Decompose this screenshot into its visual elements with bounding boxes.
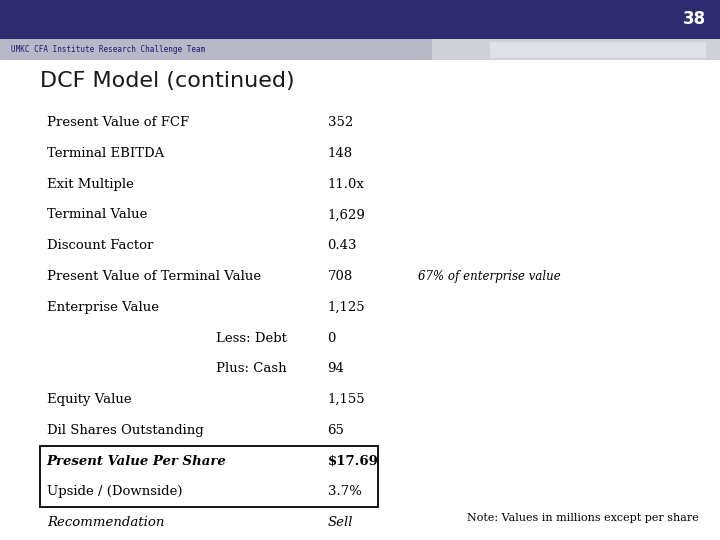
- Text: 65: 65: [328, 424, 344, 437]
- Bar: [432, 39, 720, 60]
- Text: 1,155: 1,155: [328, 393, 365, 406]
- Text: Plus: Cash: Plus: Cash: [216, 362, 287, 375]
- Text: Dil Shares Outstanding: Dil Shares Outstanding: [47, 424, 204, 437]
- Text: Sell: Sell: [328, 516, 353, 529]
- Text: Exit Multiple: Exit Multiple: [47, 178, 134, 191]
- Text: Upside / (Downside): Upside / (Downside): [47, 485, 182, 498]
- Text: $17.69: $17.69: [328, 455, 379, 468]
- Text: 1,125: 1,125: [328, 301, 365, 314]
- Text: 0: 0: [328, 332, 336, 345]
- Text: Enterprise Value: Enterprise Value: [47, 301, 159, 314]
- Text: Terminal EBITDA: Terminal EBITDA: [47, 147, 164, 160]
- Text: Note: Values in millions except per share: Note: Values in millions except per shar…: [467, 514, 698, 523]
- Text: 67% of enterprise value: 67% of enterprise value: [418, 270, 560, 283]
- Text: Less: Debt: Less: Debt: [216, 332, 287, 345]
- Text: 148: 148: [328, 147, 353, 160]
- Text: UMKC CFA Institute Research Challenge Team: UMKC CFA Institute Research Challenge Te…: [11, 45, 205, 54]
- Bar: [0, 0, 720, 39]
- Text: Equity Value: Equity Value: [47, 393, 132, 406]
- Text: Present Value of FCF: Present Value of FCF: [47, 116, 189, 129]
- Text: DCF Model (continued): DCF Model (continued): [40, 71, 294, 91]
- Text: 38: 38: [683, 10, 706, 29]
- Text: 708: 708: [328, 270, 353, 283]
- Text: Discount Factor: Discount Factor: [47, 239, 153, 252]
- Text: 11.0x: 11.0x: [328, 178, 364, 191]
- Text: 0.43: 0.43: [328, 239, 357, 252]
- Bar: [0, 39, 432, 60]
- Text: 3.7%: 3.7%: [328, 485, 361, 498]
- Text: 94: 94: [328, 362, 344, 375]
- Text: 1,629: 1,629: [328, 208, 366, 221]
- Text: 352: 352: [328, 116, 353, 129]
- Text: Present Value Per Share: Present Value Per Share: [47, 455, 227, 468]
- Text: Recommendation: Recommendation: [47, 516, 164, 529]
- FancyBboxPatch shape: [40, 447, 378, 507]
- Text: Terminal Value: Terminal Value: [47, 208, 147, 221]
- Text: Present Value of Terminal Value: Present Value of Terminal Value: [47, 270, 261, 283]
- Bar: [490, 42, 706, 58]
